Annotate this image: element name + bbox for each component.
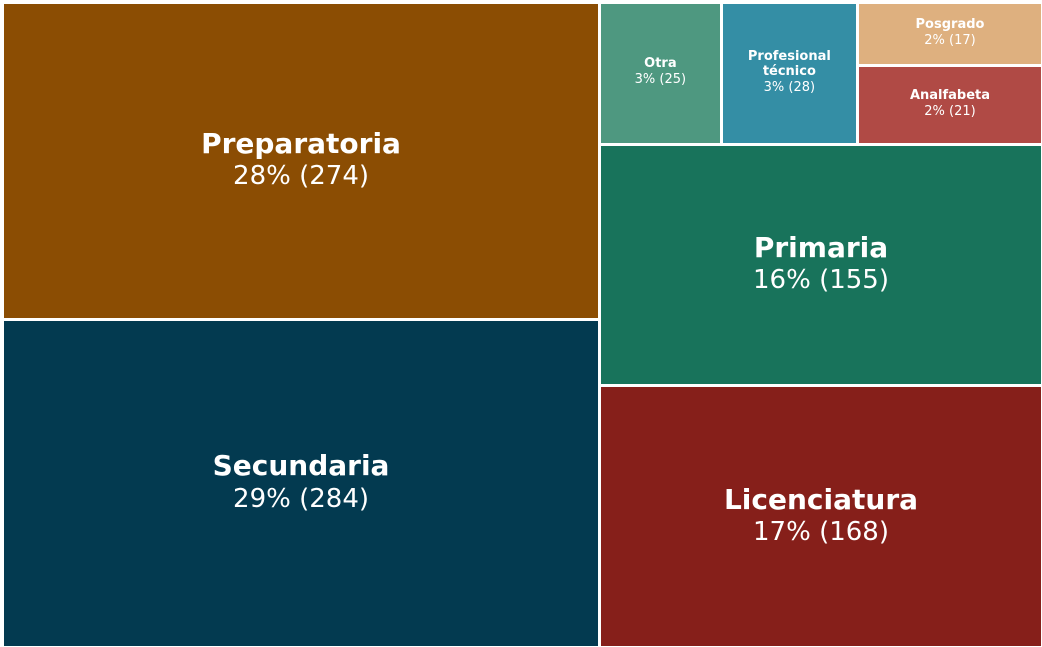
treemap-tile: Profesional técnico 3% (28) xyxy=(722,4,856,143)
tile-label: Licenciatura xyxy=(723,482,919,516)
tile-value: 3% (25) xyxy=(634,72,687,88)
tile-value: 29% (284) xyxy=(233,483,369,514)
treemap-tile: Posgrado 2% (17) xyxy=(859,4,1041,65)
treemap-tile: Analfabeta 2% (21) xyxy=(859,67,1041,143)
tile-value: 28% (274) xyxy=(233,161,369,192)
tile-label: Secundaria xyxy=(212,449,390,483)
treemap-tile: Primaria 16% (155) xyxy=(601,145,1041,385)
tile-value: 17% (168) xyxy=(753,516,889,547)
tile-label: Posgrado xyxy=(915,17,985,33)
tile-label: Analfabeta xyxy=(909,88,991,104)
tile-label: Otra xyxy=(644,56,677,72)
tile-value: 3% (28) xyxy=(763,79,816,95)
treemap-tile: Otra 3% (25) xyxy=(601,4,720,143)
treemap-tile: Preparatoria 28% (274) xyxy=(4,4,599,318)
treemap-tile: Secundaria 29% (284) xyxy=(4,320,599,646)
treemap-tile: Licenciatura 17% (168) xyxy=(601,387,1041,646)
tile-label: Primaria xyxy=(753,231,889,265)
tile-value: 2% (21) xyxy=(924,104,976,120)
tile-label: Profesional técnico xyxy=(747,49,831,79)
tile-label: Preparatoria xyxy=(201,126,401,160)
tile-value: 16% (155) xyxy=(753,265,889,296)
tile-value: 2% (17) xyxy=(924,33,976,49)
